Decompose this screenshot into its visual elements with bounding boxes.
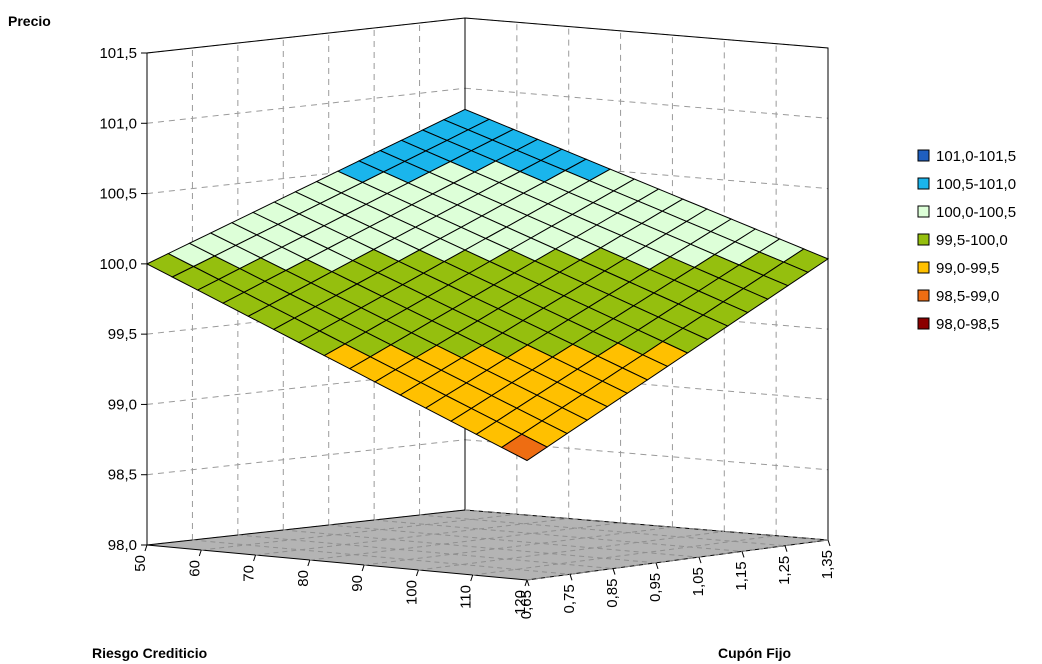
z-gridline-left (146, 87, 466, 124)
legend-label: 99,0-99,5 (936, 260, 999, 277)
x-tick-label: 90 (349, 575, 366, 592)
legend-swatch (917, 261, 930, 274)
legend-swatch (917, 177, 930, 190)
z-tick-label: 98,5 (108, 467, 137, 484)
x-tick-label: 70 (241, 565, 258, 582)
y-tick-label: 0,65 (518, 590, 535, 619)
x-axis-ticks: 50 60 70 80 90 100 110 120 (132, 544, 529, 615)
floor-gridline (364, 526, 673, 566)
y-tick-label: 0,95 (647, 573, 664, 602)
y-axis-ticks: 0,65 0,75 0,85 0,95 1,05 1,15 1,25 1,35 (518, 539, 836, 619)
x-tick-label: 110 (458, 585, 475, 609)
legend-label: 98,5-99,0 (936, 288, 999, 305)
z-tick-label: 101,5 (99, 45, 137, 62)
z-axis-ticks: 98,0 98,5 99,0 99,5 100,0 100,5 101,0 101,5 (99, 45, 147, 554)
y-tick-label: 1,25 (776, 556, 793, 585)
floor-gridline (201, 513, 517, 551)
x-tick-label: 60 (186, 560, 203, 577)
y-tick-label: 0,85 (604, 579, 621, 608)
y-tick-mark (698, 556, 702, 564)
legend-label: 100,0-100,5 (936, 204, 1016, 221)
x-tick-mark (307, 559, 311, 567)
x-tick-mark (470, 574, 474, 582)
z-tick-label: 99,5 (108, 326, 137, 343)
x-tick-label: 100 (403, 580, 420, 605)
x-tick-label: 80 (295, 570, 312, 587)
legend-swatch (917, 233, 930, 246)
y-tick-mark (784, 545, 788, 552)
y-tick-mark (526, 579, 530, 587)
x-tick-mark (253, 554, 257, 562)
legend-swatch (917, 317, 930, 330)
z-tick-label: 100,5 (99, 186, 137, 203)
x-tick-mark (361, 564, 365, 572)
x-tick-mark (524, 579, 528, 587)
z-tick-label: 99,0 (108, 396, 137, 413)
legend-swatch (917, 289, 930, 302)
z-axis-title: Precio (8, 13, 51, 29)
y-tick-mark (612, 568, 616, 575)
legend-swatch (917, 205, 930, 218)
x-tick-mark (198, 549, 202, 557)
x-axis-title: Riesgo Crediticio (92, 645, 207, 661)
floor-gridline (419, 514, 786, 547)
floor-gridline (192, 539, 571, 575)
surface-cell (500, 433, 549, 462)
floor-gridline (464, 509, 829, 541)
x-tick-mark (144, 544, 148, 552)
y-axis-title: Cupón Fijo (718, 645, 791, 661)
floor-gridline (309, 522, 621, 561)
z-tick-label: 98,0 (108, 537, 137, 554)
floor-gridline (328, 524, 700, 558)
x-tick-label: 120 (512, 590, 529, 615)
legend-swatch (917, 149, 930, 162)
floor-gridline (374, 519, 743, 552)
z-tick-label: 100,0 (99, 256, 137, 273)
y-tick-label: 1,35 (819, 550, 836, 579)
x-tick-mark (415, 569, 419, 577)
z-tick-label: 101,0 (99, 115, 137, 132)
y-tick-label: 1,15 (733, 561, 750, 590)
surface-mesh (145, 108, 830, 462)
floor-gridline (255, 518, 569, 556)
legend-label: 99,5-100,0 (936, 232, 1008, 249)
legend-label: 98,0-98,5 (936, 316, 999, 333)
y-tick-label: 0,75 (561, 584, 578, 613)
legend-label: 100,5-101,0 (936, 176, 1016, 193)
y-tick-mark (655, 562, 659, 570)
legend-label: 101,0-101,5 (936, 148, 1016, 165)
legend: 101,0-101,5 100,5-101,0 100,0-100,5 99,5-10… (917, 148, 1016, 333)
y-tick-label: 1,05 (690, 567, 707, 596)
y-tick-mark (741, 551, 745, 558)
y-tick-mark (569, 574, 573, 581)
x-tick-label: 50 (132, 555, 149, 572)
floor-gridline (418, 530, 725, 571)
z-gridline-left (146, 439, 466, 476)
z-gridline-right (464, 87, 829, 119)
y-tick-mark (827, 539, 831, 547)
floor-gridline (526, 539, 829, 581)
chart-floor (146, 509, 829, 581)
floor-gridline (472, 535, 777, 576)
